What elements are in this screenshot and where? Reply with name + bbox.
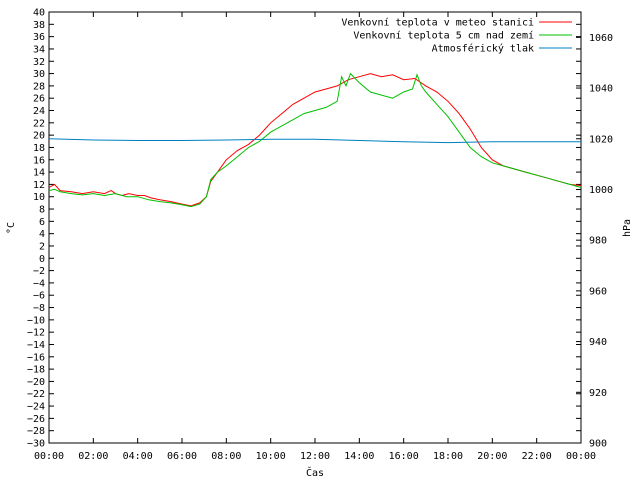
- x-tick-label: 14:00: [344, 451, 374, 462]
- right-tick-label: 940: [589, 337, 607, 348]
- left-tick-label: 14: [33, 168, 45, 179]
- series-line-2: [48, 138, 581, 144]
- left-tick-label: 38: [33, 20, 45, 31]
- series-line-1: [48, 72, 582, 208]
- left-tick-label: 0: [39, 254, 45, 265]
- left-tick-label: 2: [39, 241, 45, 252]
- left-tick-label: 24: [33, 106, 45, 117]
- left-tick-label: −26: [27, 414, 45, 425]
- left-tick-label: 10: [33, 192, 45, 203]
- left-tick-label: −2: [33, 266, 45, 277]
- left-tick-label: −28: [27, 426, 45, 437]
- right-tick-label: 1020: [589, 134, 613, 145]
- left-tick-label: −24: [27, 402, 45, 413]
- x-axis-label: Čas: [306, 466, 324, 479]
- left-tick-label: 26: [33, 94, 45, 105]
- right-tick-label: 1000: [589, 185, 613, 196]
- x-tick-label: 22:00: [522, 451, 552, 462]
- left-tick-label: −30: [27, 439, 45, 450]
- right-axis-ticks: 900 920 940 960 980 1000 1020 1040 1060: [576, 33, 613, 450]
- left-tick-label: −20: [27, 377, 45, 388]
- left-tick-label: 16: [33, 155, 45, 166]
- x-tick-label: 00:00: [34, 451, 64, 462]
- y-axis-label: °C: [6, 222, 17, 234]
- x-tick-label: 12:00: [300, 451, 330, 462]
- right-tick-label: 1040: [589, 84, 613, 95]
- left-tick-label: −8: [33, 303, 45, 314]
- left-tick-label: 4: [39, 229, 45, 240]
- left-tick-label: −4: [33, 278, 45, 289]
- left-tick-label: 40: [33, 8, 45, 19]
- right-tick-label: 960: [589, 286, 607, 297]
- left-tick-label: −10: [27, 315, 45, 326]
- legend-label-1: Venkovní teplota 5 cm nad zemí: [353, 30, 534, 42]
- plot-border: [48, 11, 582, 444]
- x-tick-label: 08:00: [211, 451, 241, 462]
- left-tick-label: 8: [39, 205, 45, 216]
- x-tick-label: 06:00: [167, 451, 197, 462]
- right-tick-label: 900: [589, 439, 607, 450]
- left-tick-label: −16: [27, 352, 45, 363]
- x-tick-label: 10:00: [256, 451, 286, 462]
- x-axis-ticks: 00:00 02:00 04:00 06:00 08:00 10:00 12:00 14:00…: [34, 12, 596, 462]
- right-tick-label: 1060: [589, 33, 613, 44]
- left-tick-label: −12: [27, 328, 45, 339]
- left-tick-label: 20: [33, 131, 45, 142]
- legend-label-2: Atmosférický tlak: [432, 43, 534, 55]
- left-tick-label: 28: [33, 81, 45, 92]
- left-tick-label: 22: [33, 118, 45, 129]
- left-tick-label: 32: [33, 57, 45, 68]
- x-tick-label: 00:00: [566, 451, 596, 462]
- left-axis-ticks: −30−28−26−24−22−20−18−16−14−12−10−8−6−4−…: [27, 8, 581, 450]
- left-tick-label: −22: [27, 389, 45, 400]
- left-tick-label: 18: [33, 143, 45, 154]
- left-tick-label: 6: [39, 217, 45, 228]
- x-tick-label: 02:00: [78, 451, 108, 462]
- right-tick-label: 980: [589, 236, 607, 247]
- legend: Venkovní teplota v meteo staniciVenkovní…: [341, 17, 572, 55]
- left-tick-label: 36: [33, 32, 45, 43]
- left-tick-label: 12: [33, 180, 45, 191]
- left-tick-label: 34: [33, 44, 45, 55]
- left-tick-label: −14: [27, 340, 45, 351]
- legend-label-0: Venkovní teplota v meteo stanici: [341, 17, 534, 29]
- left-tick-label: −6: [33, 291, 45, 302]
- series-lines: [48, 72, 582, 208]
- y2-axis-label: hPa: [622, 219, 633, 237]
- x-tick-label: 16:00: [389, 451, 419, 462]
- x-tick-label: 20:00: [477, 451, 507, 462]
- left-tick-label: 30: [33, 69, 45, 80]
- right-tick-label: 920: [589, 388, 607, 399]
- left-tick-label: −18: [27, 365, 45, 376]
- x-tick-label: 18:00: [433, 451, 463, 462]
- x-tick-label: 04:00: [123, 451, 153, 462]
